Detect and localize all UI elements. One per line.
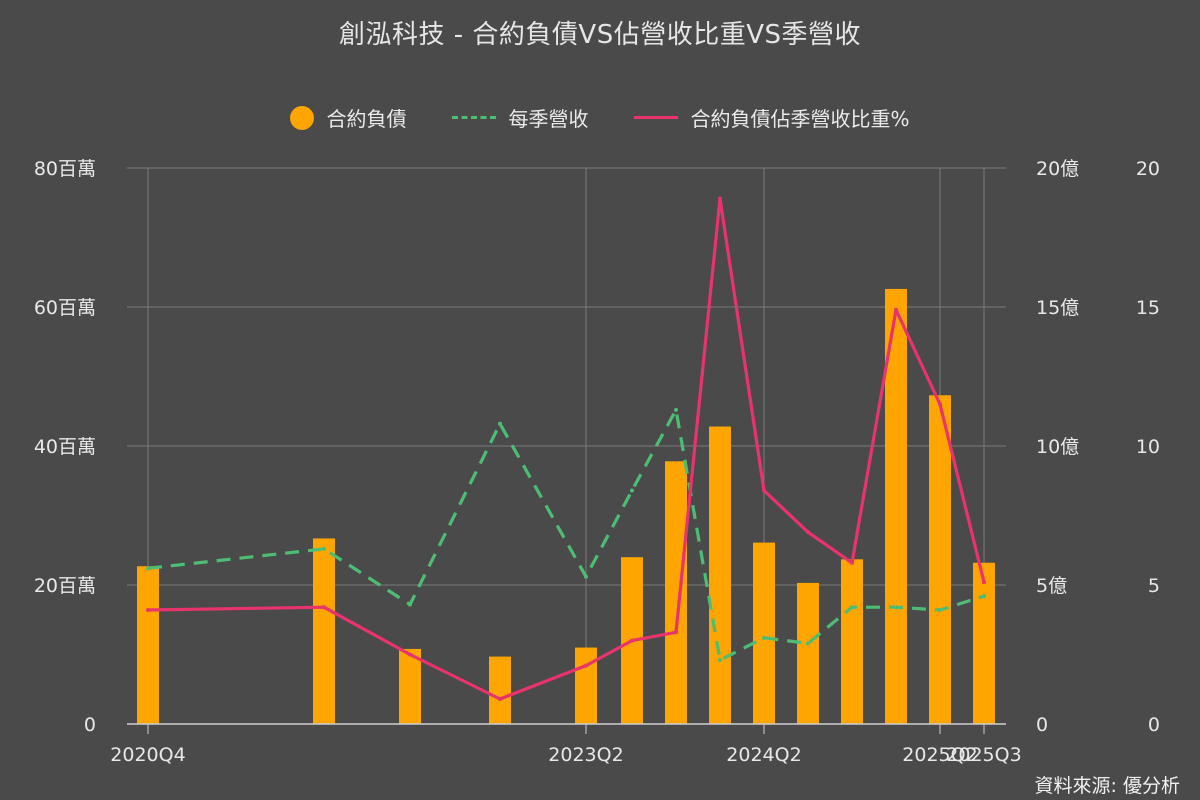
legend-bar-swatch — [290, 105, 315, 130]
bar-contract-liabilities — [885, 288, 907, 724]
point-quarterly-revenue — [674, 407, 678, 412]
point-quarterly-revenue — [408, 602, 412, 607]
bar-contract-liabilities — [753, 542, 775, 724]
right-axis-ratio-tick-label: 5 — [1148, 575, 1160, 597]
point-quarterly-revenue — [982, 594, 986, 599]
legend-label-quarterly-revenue: 每季營收 — [508, 107, 589, 131]
legend-item-contract-liabilities[interactable]: 合約負債 — [290, 103, 406, 132]
bar-contract-liabilities — [929, 395, 951, 724]
chart-title: 創泓科技 - 合約負債VS佔營收比重VS季營收 — [339, 20, 861, 50]
bar-contract-liabilities — [709, 426, 731, 724]
right-axis-ratio-tick-label: 15 — [1136, 297, 1160, 319]
left-axis-tick-label: 40百萬 — [34, 436, 96, 458]
bar-layer — [137, 288, 995, 724]
left-axis-tick-label: 80百萬 — [34, 158, 96, 180]
point-quarterly-revenue — [584, 574, 588, 579]
point-ratio — [718, 196, 722, 201]
point-quarterly-revenue — [498, 421, 502, 426]
point-ratio — [806, 530, 810, 535]
grid-layer — [127, 167, 1006, 725]
x-axis-tick-label: 2020Q4 — [110, 744, 185, 766]
bar-contract-liabilities — [575, 647, 597, 724]
point-quarterly-revenue — [894, 605, 898, 610]
bar-contract-liabilities — [973, 562, 995, 724]
x-axis-tick-label: 2024Q2 — [726, 744, 801, 766]
right-axis-ratio-tick-label: 10 — [1136, 436, 1160, 458]
x-axis-tick-label: 2025Q3 — [946, 744, 1021, 766]
right-axis-ratio-tick-label: 20 — [1136, 158, 1160, 180]
axis-layer: 0 20百萬 40百萬 60百萬 80百萬 0 5億 10億 15億 20億 0 5 10 15 20 202… — [34, 158, 1160, 766]
left-axis-tick-label: 60百萬 — [34, 297, 96, 319]
right-axis-revenue-tick-label: 20億 — [1036, 158, 1079, 180]
right-axis-revenue-tick-label: 15億 — [1036, 297, 1079, 319]
point-ratio — [938, 402, 942, 407]
bar-contract-liabilities — [137, 566, 159, 724]
right-axis-ratio-tick-label: 0 — [1148, 714, 1160, 736]
bar-contract-liabilities — [313, 538, 335, 724]
bar-contract-liabilities — [665, 461, 687, 724]
point-ratio — [674, 630, 678, 635]
legend-item-quarterly-revenue[interactable]: 每季營收 — [452, 103, 588, 132]
legend-item-ratio[interactable]: 合約負債佔季營收比重% — [634, 103, 910, 132]
point-quarterly-revenue — [850, 605, 854, 610]
bar-contract-liabilities — [797, 582, 819, 724]
legend-label-contract-liabilities: 合約負債 — [326, 107, 407, 131]
point-quarterly-revenue — [938, 608, 942, 613]
point-ratio — [408, 652, 412, 657]
right-axis-revenue-tick-label: 5億 — [1036, 575, 1067, 597]
line-quarterly-revenue — [147, 408, 985, 662]
point-quarterly-revenue — [806, 641, 810, 646]
line-layer — [146, 196, 986, 701]
left-axis-tick-label: 0 — [84, 714, 96, 736]
line-ratio — [147, 197, 986, 701]
point-ratio — [982, 580, 986, 585]
point-ratio — [762, 488, 766, 493]
legend: 合約負債 每季營收 合約負債佔季營收比重% — [0, 103, 1200, 132]
left-axis-tick-label: 20百萬 — [34, 575, 96, 597]
point-quarterly-revenue — [630, 488, 634, 493]
point-quarterly-revenue — [322, 546, 326, 551]
point-ratio — [498, 696, 502, 701]
source-note: 資料來源: 優分析 — [1034, 775, 1180, 797]
right-axis-revenue-tick-label: 10億 — [1036, 436, 1079, 458]
point-ratio — [584, 663, 588, 668]
x-axis-tick-label: 2023Q2 — [548, 744, 623, 766]
point-ratio — [630, 638, 634, 643]
point-ratio — [894, 307, 898, 312]
legend-dash-swatch — [452, 116, 497, 119]
bar-contract-liabilities — [489, 656, 511, 724]
bar-contract-liabilities — [399, 648, 421, 724]
point-quarterly-revenue — [762, 635, 766, 640]
point-quarterly-revenue — [146, 566, 150, 571]
right-axis-revenue-tick-label: 0 — [1036, 714, 1048, 736]
bar-contract-liabilities — [841, 559, 863, 724]
point-ratio — [146, 608, 150, 613]
x-axis-tick-label: 2025Q2 — [902, 744, 977, 766]
legend-line-swatch — [634, 116, 679, 119]
legend-label-ratio: 合約負債佔季營收比重% — [690, 107, 910, 131]
point-ratio — [850, 560, 854, 565]
point-ratio — [322, 605, 326, 610]
point-quarterly-revenue — [718, 658, 722, 663]
